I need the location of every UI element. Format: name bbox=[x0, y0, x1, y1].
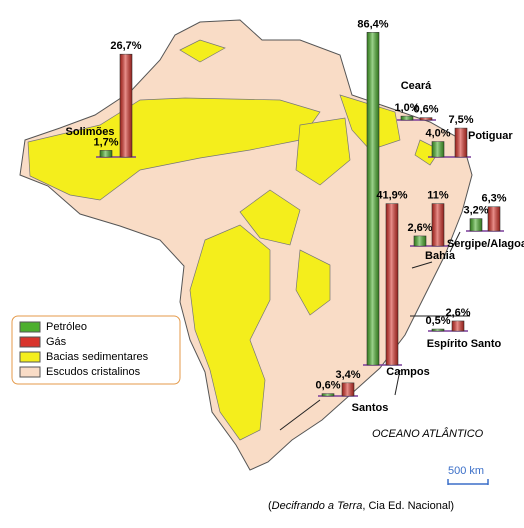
region-label: Bahia bbox=[425, 250, 456, 262]
bar-shade bbox=[420, 117, 432, 120]
ocean-label: OCEANO ATLÂNTICO bbox=[372, 427, 484, 440]
legend-swatch bbox=[19, 336, 41, 348]
bar-shade bbox=[455, 128, 467, 157]
region-label: Espírito Santo bbox=[427, 338, 502, 350]
value-label: 2,6% bbox=[445, 307, 470, 319]
bar-shade bbox=[342, 382, 354, 396]
bar-shade bbox=[401, 116, 413, 120]
value-label: 1,0% bbox=[394, 102, 419, 114]
legend-label: Petróleo bbox=[46, 321, 87, 333]
region-label: Campos bbox=[386, 366, 429, 378]
bar-shade bbox=[386, 203, 398, 365]
source-rest: , Cia Ed. Nacional) bbox=[362, 500, 454, 512]
scale-label: 500 km bbox=[448, 465, 484, 477]
legend-swatch bbox=[19, 366, 41, 378]
source-title: Decifrando a Terra bbox=[272, 500, 363, 512]
bar-shade bbox=[367, 32, 379, 366]
bar-shade bbox=[432, 141, 444, 157]
value-label: 3,4% bbox=[335, 369, 360, 381]
sedimentary-basins bbox=[27, 39, 441, 441]
value-label: 26,7% bbox=[110, 40, 141, 52]
source: (Decifrando a Terra, Cia Ed. Nacional) bbox=[268, 500, 454, 512]
legend-box bbox=[11, 315, 181, 385]
value-label: 0,6% bbox=[315, 380, 340, 392]
bar-shade bbox=[432, 329, 444, 331]
value-label: 0,6% bbox=[413, 104, 438, 116]
value-label: 6,3% bbox=[481, 193, 506, 205]
value-label: 11% bbox=[427, 190, 449, 202]
bar-shade bbox=[120, 54, 132, 157]
legend-swatch bbox=[19, 321, 41, 333]
value-label: 86,4% bbox=[357, 18, 388, 30]
value-label: 0,5% bbox=[425, 315, 450, 327]
region-label: Potiguar bbox=[468, 130, 513, 142]
bar-shade bbox=[432, 203, 444, 246]
value-label: 4,0% bbox=[425, 128, 450, 140]
value-label: 3,2% bbox=[463, 205, 488, 217]
bar-shade bbox=[488, 206, 500, 231]
bar-shade bbox=[452, 320, 464, 331]
region-label: Santos bbox=[352, 402, 389, 414]
source-open: ( bbox=[268, 500, 272, 512]
value-label: 2,6% bbox=[407, 222, 432, 234]
bar-shade bbox=[100, 150, 112, 157]
region-label: Sergipe/Alagoas bbox=[447, 238, 524, 250]
bar-shade bbox=[414, 235, 426, 246]
value-label: 1,7% bbox=[93, 136, 118, 148]
value-label: 41,9% bbox=[376, 190, 407, 202]
bar-shade bbox=[470, 218, 482, 231]
legend-label: Escudos cristalinos bbox=[46, 366, 141, 378]
legend-label: Gás bbox=[46, 336, 67, 348]
leader-lines bbox=[279, 231, 470, 431]
legend-swatch bbox=[19, 351, 41, 363]
legend-label: Bacias sedimentares bbox=[46, 351, 149, 363]
region-label: Solimões bbox=[66, 126, 115, 138]
region-label: Ceará bbox=[401, 80, 432, 92]
bar-shade bbox=[322, 393, 334, 396]
value-label: 7,5% bbox=[448, 114, 473, 126]
